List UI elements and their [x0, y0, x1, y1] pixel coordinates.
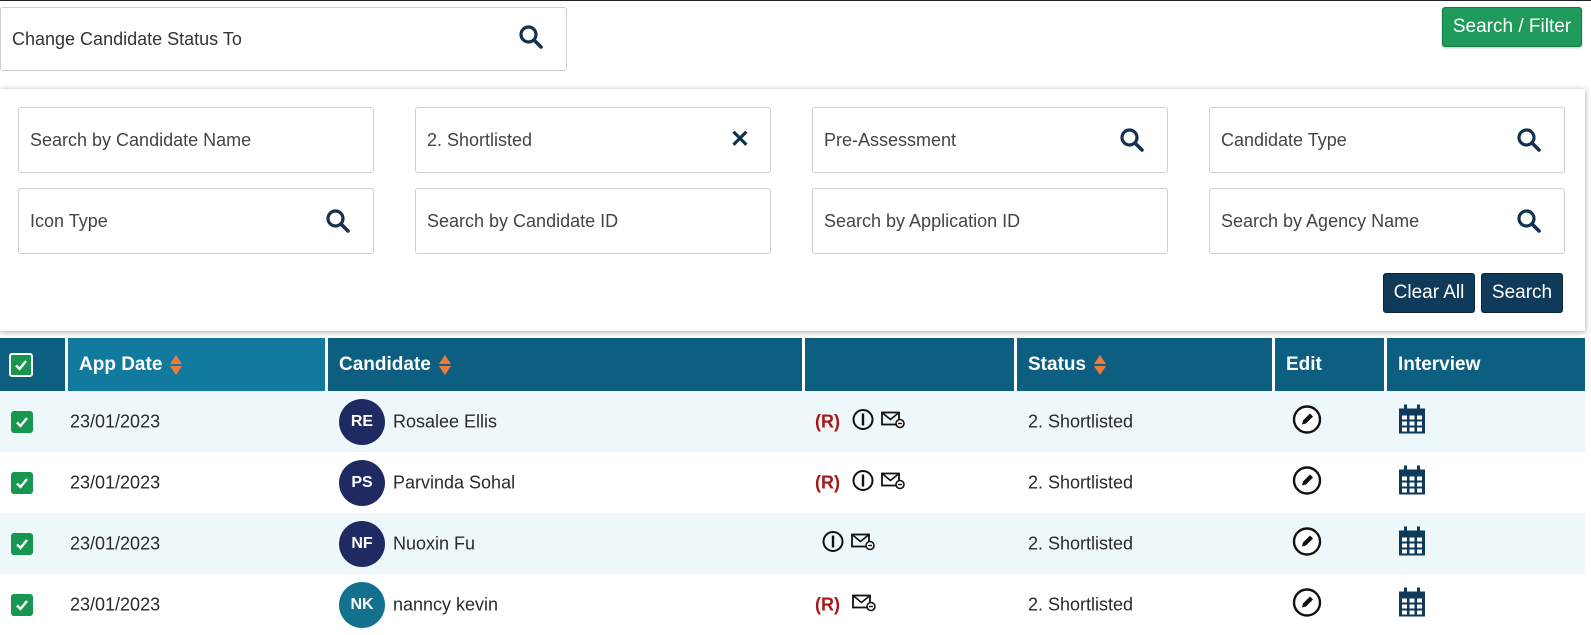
candidate-name[interactable]: nanncy kevin — [393, 594, 499, 614]
interview-header-label: Interview — [1398, 353, 1481, 375]
candidate-id-input[interactable]: Search by Candidate ID — [415, 188, 771, 254]
r-tag: (R) — [815, 472, 840, 492]
flags-header — [805, 338, 1017, 391]
avatar: RE — [339, 398, 385, 445]
row-checkbox[interactable] — [11, 533, 33, 555]
status-value: 2. Shortlisted — [1028, 472, 1134, 492]
select-all-cell — [0, 338, 68, 391]
table-row[interactable]: 23/01/2023 PS Parvinda Sohal (R) 2. Shor… — [0, 452, 1585, 513]
table-row[interactable]: 23/01/2023 RE Rosalee Ellis (R) 2. Short… — [0, 391, 1585, 452]
status-select-value: 2. Shortlisted — [427, 129, 533, 150]
avatar: PS — [339, 459, 385, 506]
candidate-type-select[interactable]: Candidate Type — [1209, 107, 1565, 173]
candidate-name-input[interactable]: Search by Candidate Name — [18, 107, 374, 173]
edit-header: Edit — [1275, 338, 1387, 391]
edit-icon[interactable] — [1292, 404, 1322, 439]
select-all-checkbox[interactable] — [9, 352, 33, 377]
table-row[interactable]: 23/01/2023 NF Nuoxin Fu 2. Shortlisted — [0, 513, 1585, 574]
search-filter-button[interactable]: Search / Filter — [1442, 7, 1582, 47]
status-value: 2. Shortlisted — [1028, 533, 1134, 553]
search-icon[interactable] — [1516, 127, 1542, 153]
change-status-field[interactable]: Change Candidate Status To — [0, 7, 567, 71]
application-id-input[interactable]: Search by Application ID — [812, 188, 1168, 254]
candidate-header-label: Candidate — [339, 353, 431, 375]
info-icon[interactable] — [852, 469, 874, 496]
email-icon[interactable] — [881, 471, 905, 494]
r-tag: (R) — [815, 594, 840, 614]
interview-header: Interview — [1387, 338, 1585, 391]
app-date-header[interactable]: App Date — [68, 338, 328, 391]
search-icon[interactable] — [1516, 208, 1542, 234]
table-row[interactable]: 23/01/2023 NK nanncy kevin (R) 2. Shortl… — [0, 574, 1585, 635]
application-id-placeholder: Search by Application ID — [824, 210, 1021, 231]
sort-icon[interactable] — [438, 354, 451, 376]
edit-icon[interactable] — [1292, 465, 1322, 500]
status-header[interactable]: Status — [1017, 338, 1275, 391]
email-icon[interactable] — [852, 593, 876, 616]
calendar-icon[interactable] — [1398, 404, 1426, 439]
filter-panel: Search by Candidate Name 2. Shortlisted … — [0, 89, 1585, 331]
status-header-label: Status — [1028, 353, 1087, 375]
calendar-icon[interactable] — [1398, 465, 1426, 500]
table-header: App Date Candidate Status Edit Interview — [0, 338, 1585, 391]
search-icon[interactable] — [1119, 127, 1145, 153]
row-checkbox[interactable] — [11, 594, 33, 616]
row-checkbox[interactable] — [11, 472, 33, 494]
email-icon[interactable] — [881, 410, 905, 433]
avatar: NK — [339, 581, 385, 628]
pre-assessment-select[interactable]: Pre-Assessment — [812, 107, 1168, 173]
agency-name-placeholder: Search by Agency Name — [1221, 210, 1420, 231]
candidate-type-placeholder: Candidate Type — [1221, 129, 1347, 150]
app-date: 23/01/2023 — [70, 533, 161, 553]
calendar-icon[interactable] — [1398, 587, 1426, 622]
icon-type-placeholder: Icon Type — [30, 210, 108, 231]
candidate-name-placeholder: Search by Candidate Name — [30, 129, 252, 150]
candidate-id-placeholder: Search by Candidate ID — [427, 210, 619, 231]
candidate-name[interactable]: Rosalee Ellis — [393, 411, 498, 431]
email-icon[interactable] — [851, 532, 875, 555]
edit-icon[interactable] — [1292, 587, 1322, 622]
sort-icon[interactable] — [1094, 354, 1107, 376]
pre-assessment-placeholder: Pre-Assessment — [824, 129, 957, 150]
row-checkbox[interactable] — [11, 411, 33, 433]
icon-type-select[interactable]: Icon Type — [18, 188, 374, 254]
candidate-name[interactable]: Parvinda Sohal — [393, 472, 516, 492]
app-date-header-label: App Date — [79, 353, 163, 375]
change-status-placeholder: Change Candidate Status To — [12, 28, 242, 49]
search-icon[interactable] — [518, 24, 544, 55]
app-date: 23/01/2023 — [70, 594, 161, 614]
info-icon[interactable] — [822, 530, 844, 557]
clear-icon[interactable]: ✕ — [729, 126, 750, 153]
r-tag: (R) — [815, 411, 840, 431]
app-date: 23/01/2023 — [70, 472, 161, 492]
edit-icon[interactable] — [1292, 526, 1322, 561]
avatar: NF — [339, 520, 385, 567]
calendar-icon[interactable] — [1398, 526, 1426, 561]
app-date: 23/01/2023 — [70, 411, 161, 431]
search-button[interactable]: Search — [1481, 273, 1563, 313]
status-select[interactable]: 2. Shortlisted ✕ — [415, 107, 771, 173]
agency-name-select[interactable]: Search by Agency Name — [1209, 188, 1565, 254]
candidate-header[interactable]: Candidate — [328, 338, 805, 391]
candidate-name[interactable]: Nuoxin Fu — [393, 533, 476, 553]
sort-icon[interactable] — [170, 354, 183, 376]
info-icon[interactable] — [852, 408, 874, 435]
status-value: 2. Shortlisted — [1028, 594, 1134, 614]
clear-all-button[interactable]: Clear All — [1383, 273, 1475, 313]
edit-header-label: Edit — [1286, 353, 1322, 375]
status-value: 2. Shortlisted — [1028, 411, 1134, 431]
search-icon[interactable] — [325, 208, 351, 234]
